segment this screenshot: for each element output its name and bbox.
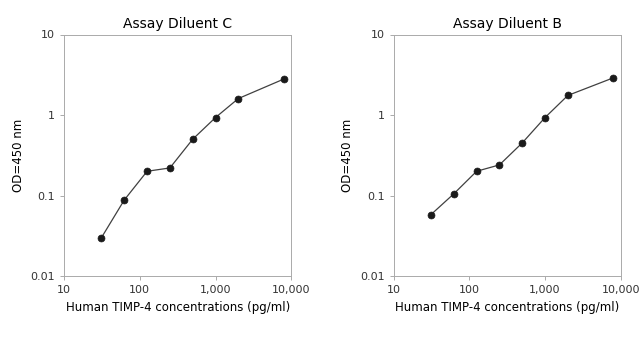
Title: Assay Diluent C: Assay Diluent C [123,17,232,31]
Y-axis label: OD=450 nm: OD=450 nm [12,119,25,192]
Y-axis label: OD=450 nm: OD=450 nm [341,119,355,192]
X-axis label: Human TIMP-4 concentrations (pg/ml): Human TIMP-4 concentrations (pg/ml) [65,300,290,314]
X-axis label: Human TIMP-4 concentrations (pg/ml): Human TIMP-4 concentrations (pg/ml) [395,300,620,314]
Title: Assay Diluent B: Assay Diluent B [452,17,562,31]
